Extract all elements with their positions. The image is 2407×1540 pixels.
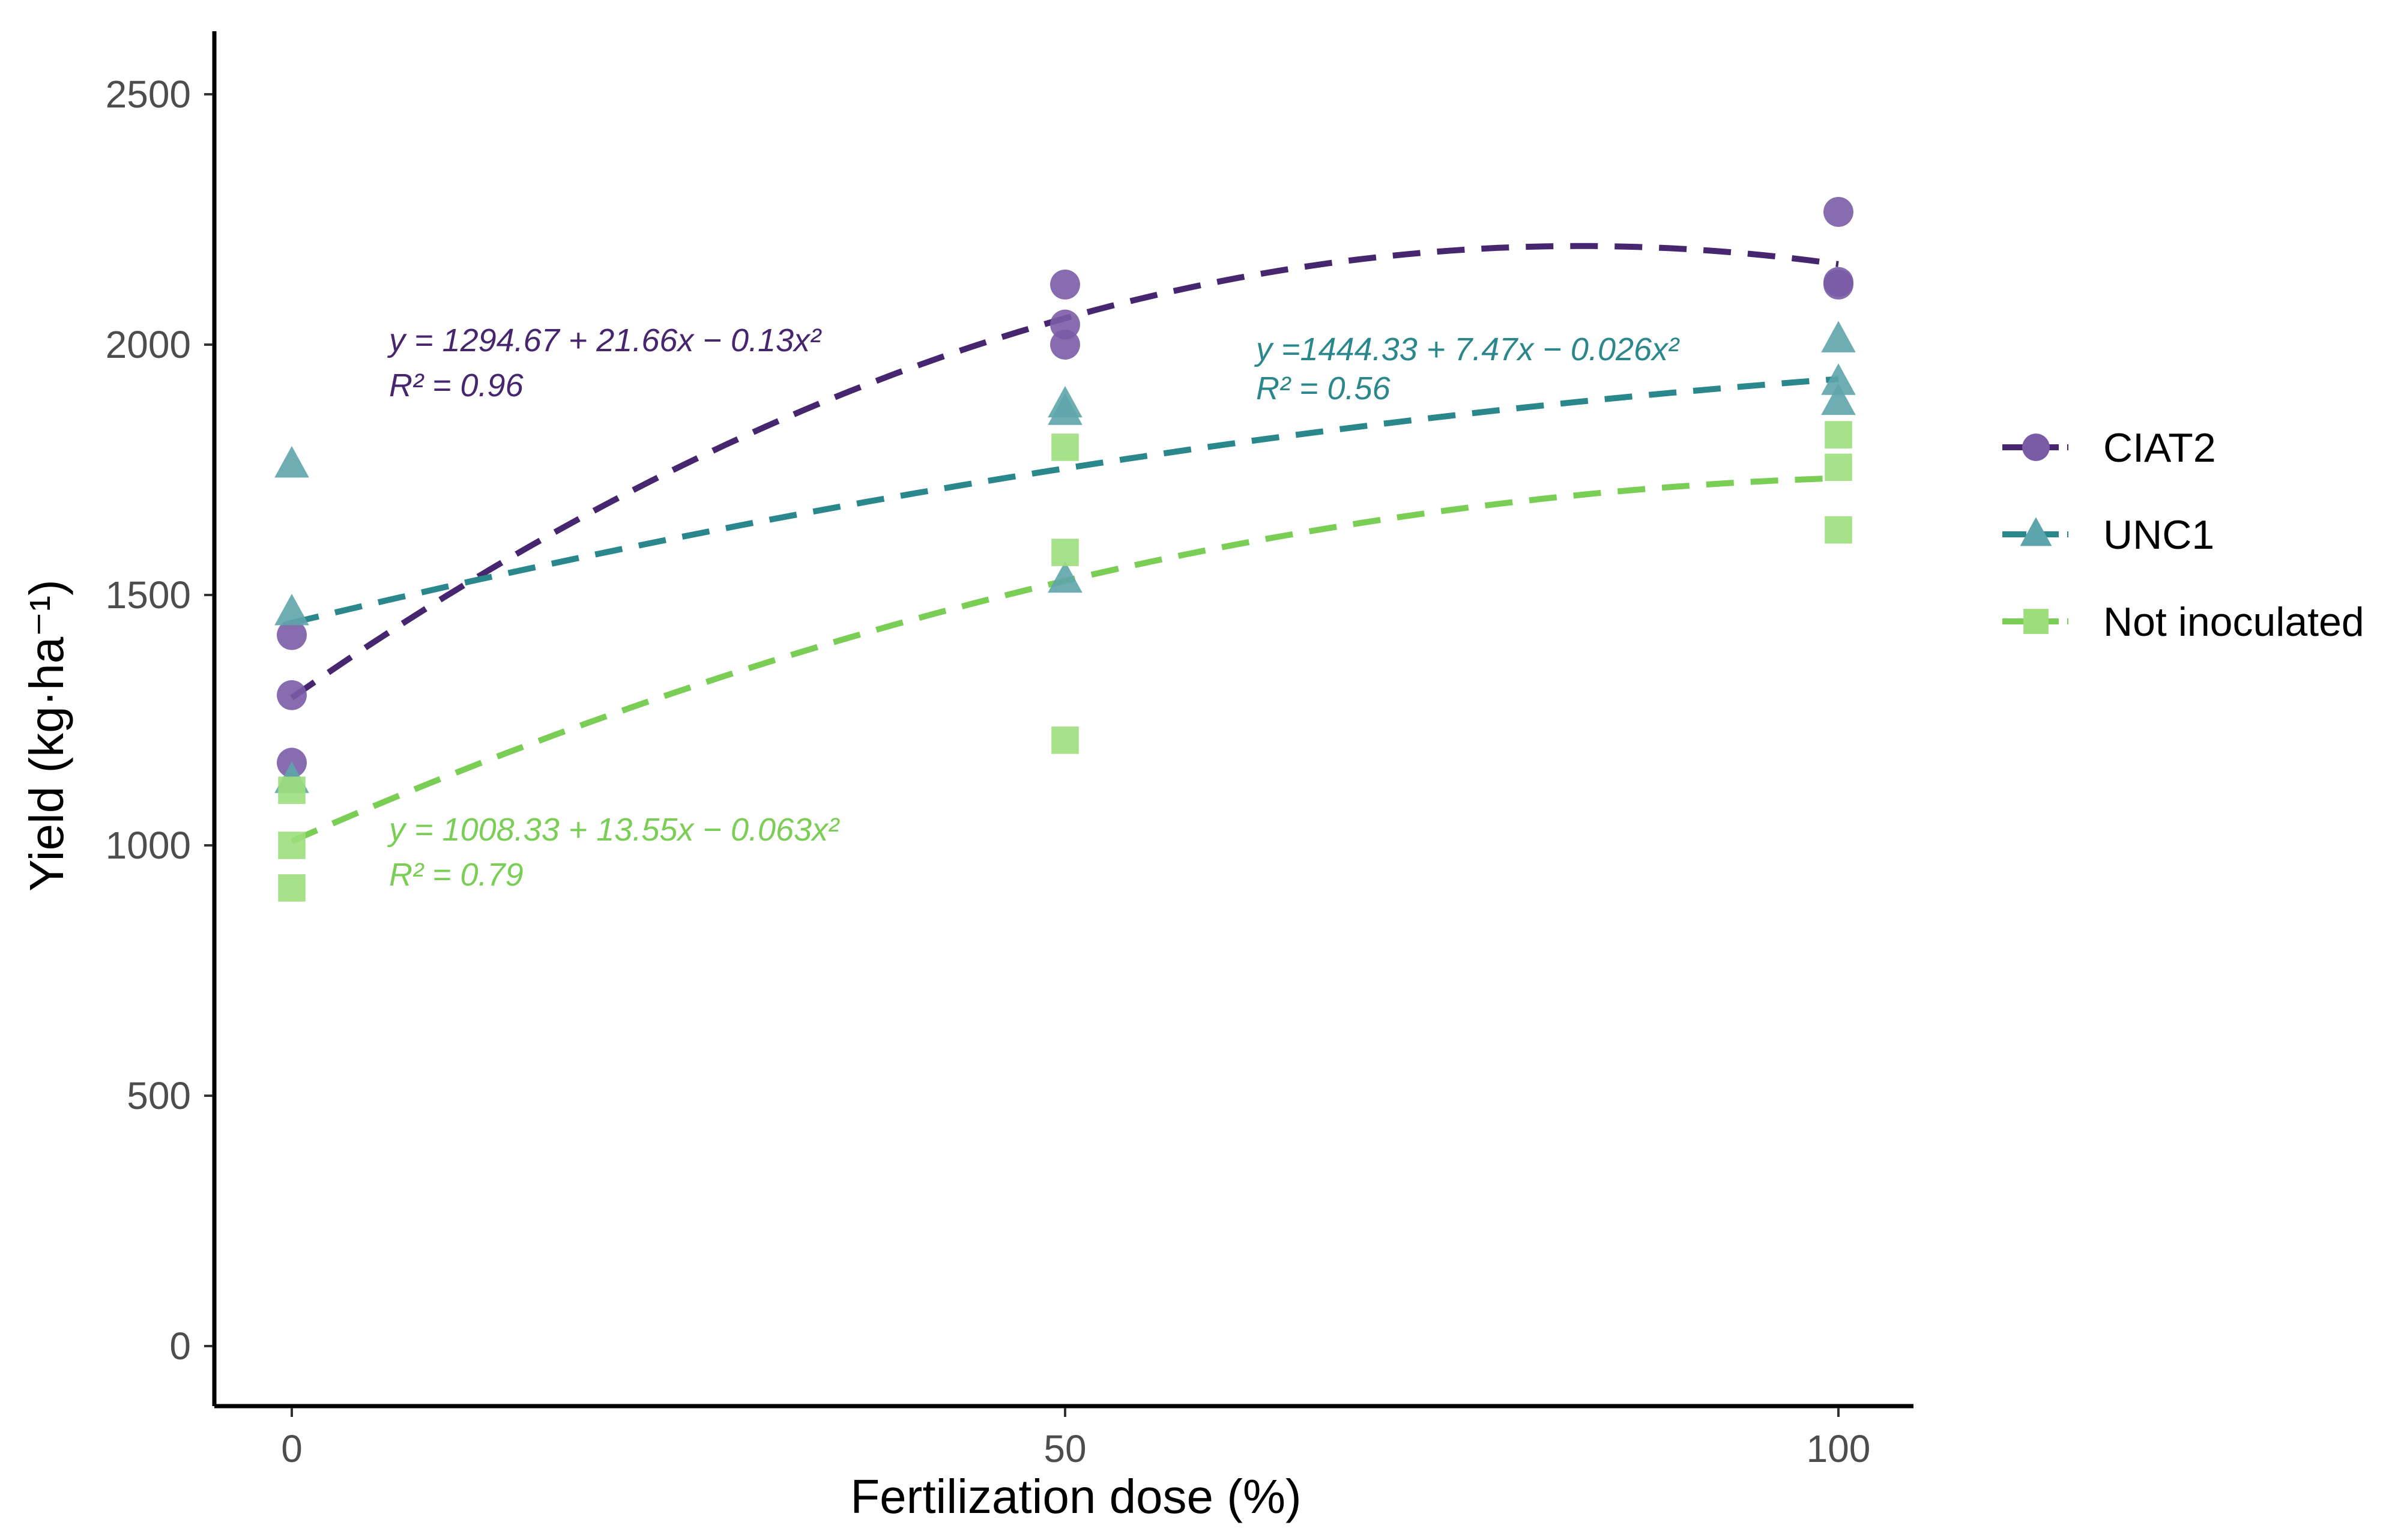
unc1-point <box>1821 363 1856 395</box>
not-inoculated-equation: y = 1008.33 + 13.55x − 0.063x² <box>387 812 840 848</box>
y-tick-label: 1500 <box>106 573 191 617</box>
not-inoculated-legend-marker <box>2023 609 2049 634</box>
ciat2-legend-label: CIAT2 <box>2103 425 2216 471</box>
equation-annotations: y = 1294.67 + 21.66x − 0.13x² R² = 0.96 … <box>387 322 1680 893</box>
unc1-point <box>1821 383 1856 415</box>
not-inoculated-point <box>278 776 306 805</box>
not-inoculated-point <box>1051 433 1079 461</box>
unc1-point <box>1048 561 1083 593</box>
ciat2-point <box>277 620 307 650</box>
unc1-equation: y =1444.33 + 7.47x − 0.026x² <box>1254 331 1680 367</box>
ciat2-point <box>1823 197 1853 227</box>
ciat2-point <box>1823 269 1853 300</box>
not-inoculated-r2: R² = 0.79 <box>389 857 524 893</box>
legend: CIAT2 UNC1 Not inoculated <box>2002 425 2364 645</box>
x-tick-label: 100 <box>1807 1427 1871 1470</box>
not-inoculated-point <box>1825 516 1852 544</box>
y-tick-label: 1000 <box>106 824 191 867</box>
y-axis-title: Yield (kg·ha⁻¹) <box>20 579 73 891</box>
ciat2-equation: y = 1294.67 + 21.66x − 0.13x² <box>387 322 822 358</box>
y-tick-label: 2500 <box>106 73 191 116</box>
unc1-legend-marker <box>2020 517 2052 546</box>
not-inoculated-point <box>278 874 306 902</box>
y-tick-label: 2000 <box>106 323 191 366</box>
not-inoculated-point <box>1825 421 1852 448</box>
y-tick-label: 500 <box>127 1074 191 1117</box>
unc1-point <box>1821 321 1856 352</box>
x-tick-label: 0 <box>281 1427 303 1470</box>
unc1-legend-label: UNC1 <box>2103 512 2214 558</box>
not-inoculated-point <box>1051 539 1079 566</box>
not-inoculated-point <box>1051 726 1079 754</box>
unc1-fit-line <box>291 376 1839 626</box>
ciat2-point <box>1050 330 1080 360</box>
y-tick-label: 0 <box>169 1324 191 1368</box>
x-axis-title: Fertilization dose (%) <box>850 1470 1301 1523</box>
not-inoculated-point <box>1825 453 1852 482</box>
ciat2-r2: R² = 0.96 <box>389 367 524 403</box>
not-inoculated-legend-label: Not inoculated <box>2103 599 2364 645</box>
not-inoculated-point <box>278 832 306 859</box>
ciat2-point <box>1050 269 1080 300</box>
ciat2-legend-marker <box>2022 433 2050 461</box>
unc1-point <box>274 593 309 626</box>
axes <box>212 31 1913 1409</box>
data-points <box>274 197 1856 902</box>
x-tick-label: 50 <box>1043 1427 1086 1470</box>
unc1-point <box>274 445 309 478</box>
unc1-r2: R² = 0.56 <box>1256 370 1391 406</box>
ciat2-point <box>277 680 307 710</box>
not-inoculated-fit-line <box>290 475 1839 844</box>
unc1-point <box>1048 393 1083 425</box>
